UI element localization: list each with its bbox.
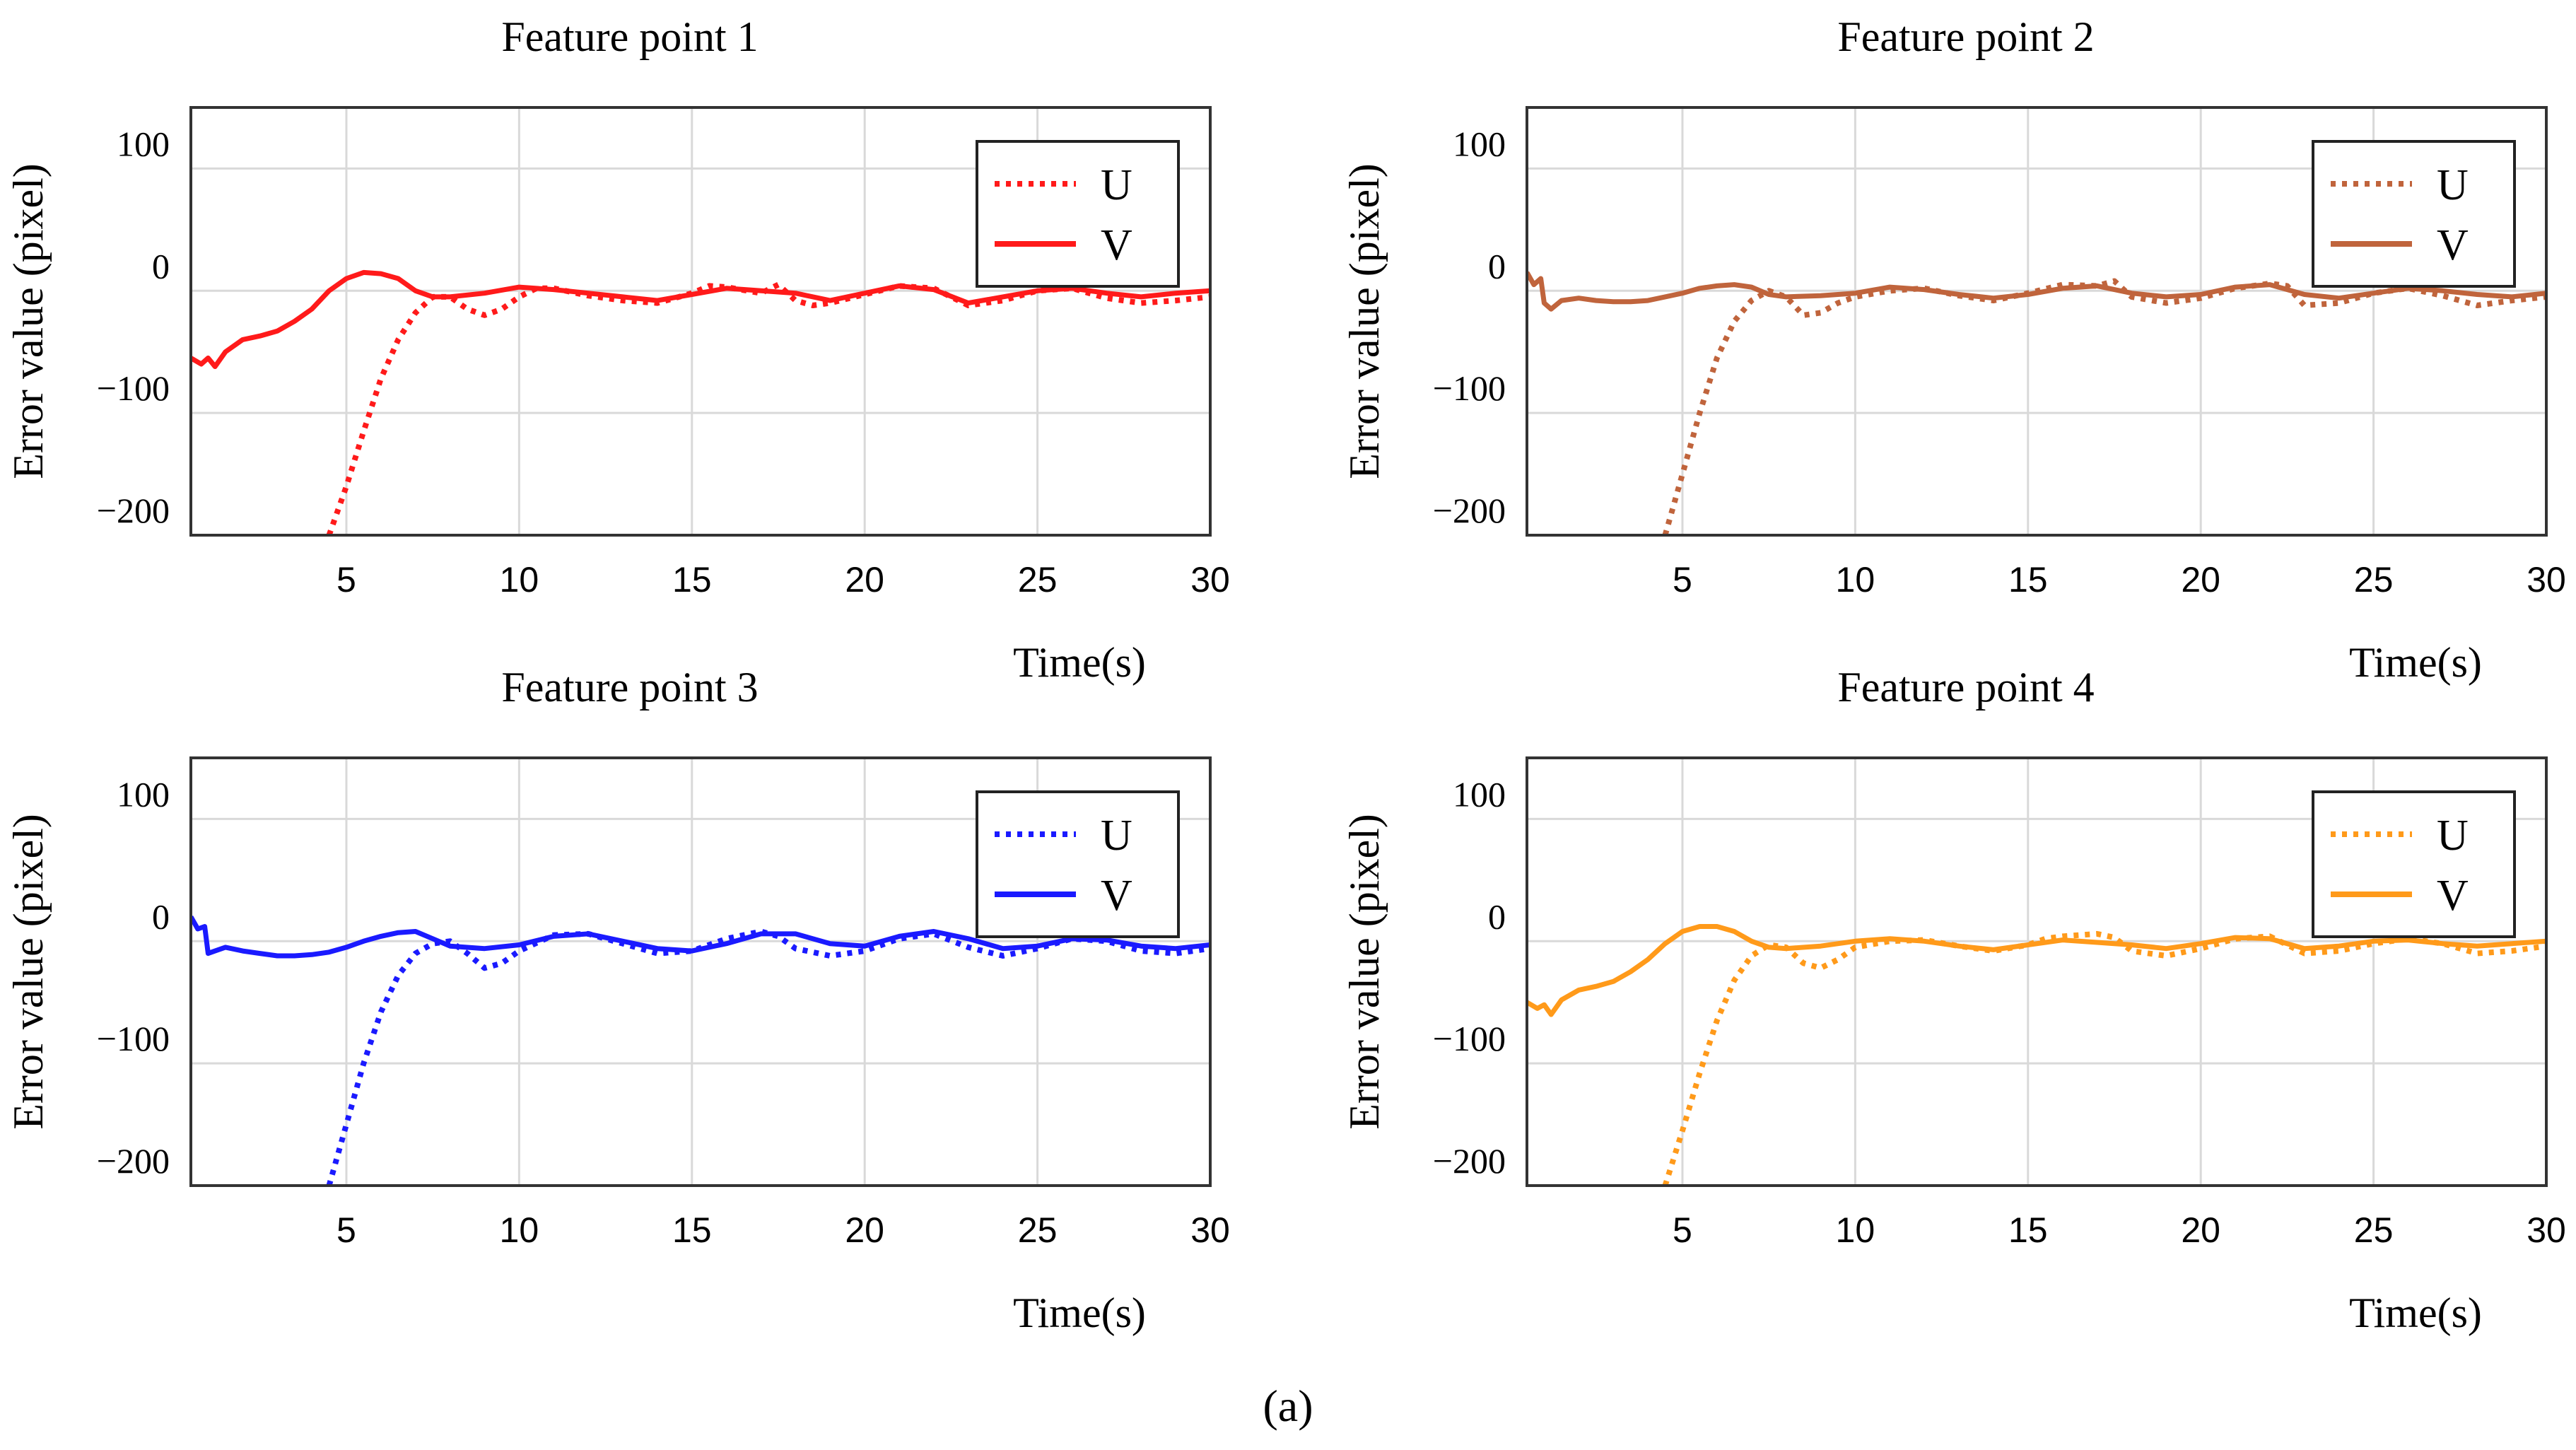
- chart-title: Feature point 4: [1837, 664, 2094, 711]
- legend-label-u: U: [1101, 812, 1132, 860]
- x-tick-label: 5: [1673, 1210, 1692, 1250]
- axes-frame: [189, 106, 1212, 537]
- series-line-v: [1527, 271, 2546, 312]
- y-axis-label: Error value (pixel): [1341, 814, 1388, 1129]
- axes-frame: [189, 756, 1212, 1187]
- x-tick-label: 30: [2527, 1210, 2566, 1250]
- y-tick-label: −100: [97, 1019, 170, 1058]
- x-tick-label: 25: [2354, 560, 2394, 600]
- y-tick-label: 0: [1488, 896, 1506, 936]
- x-tick-label: 5: [336, 1210, 356, 1250]
- axes-frame: [1526, 106, 2548, 537]
- y-tick-label: 100: [1453, 774, 1506, 814]
- x-tick-label: 15: [672, 1210, 712, 1250]
- y-axis-label: Error value (pixel): [1341, 163, 1388, 479]
- legend: UV: [2312, 790, 2516, 938]
- x-tick-label: 15: [2008, 560, 2048, 600]
- axes-frame: [1526, 756, 2548, 1187]
- x-axis-label: Time(s): [2349, 1290, 2482, 1336]
- legend-box: [976, 790, 1180, 938]
- chart-title: Feature point 1: [501, 13, 758, 60]
- y-tick-label: 0: [1488, 246, 1506, 286]
- series-line-u: [326, 928, 1210, 1186]
- y-tick-label: −200: [1433, 491, 1506, 530]
- y-tick-label: −100: [1433, 368, 1506, 408]
- y-tick-label: 100: [117, 774, 170, 814]
- x-tick-label: 30: [2527, 560, 2566, 600]
- x-axis-label: Time(s): [1013, 639, 1146, 686]
- chart-panel-3: 5 10 15 20 25 30 −200 −100 0 100 Feature point 3 Er…: [5, 664, 1230, 1336]
- x-tick-label: 25: [1018, 1210, 1058, 1250]
- series-group: [191, 915, 1210, 1186]
- series-group: [1527, 924, 2546, 1186]
- x-tick-label: 10: [1836, 560, 1875, 600]
- legend-box: [2312, 790, 2516, 938]
- chart-panel-1: 5 10 15 20 25 30 −200 −100 0 100 Feature point 1 Er…: [5, 13, 1230, 686]
- series-line-v: [191, 915, 1210, 959]
- legend-label-v: V: [2437, 872, 2469, 920]
- x-tick-label: 25: [1018, 560, 1058, 600]
- figure-label: (a): [1263, 1381, 1313, 1431]
- x-tick-label: 25: [2354, 1210, 2394, 1250]
- y-tick-label: 100: [117, 124, 170, 163]
- legend: UV: [976, 790, 1180, 938]
- x-tick-label: 20: [2181, 1210, 2220, 1250]
- x-tick-label: 20: [845, 1210, 884, 1250]
- y-axis-label: Error value (pixel): [5, 814, 52, 1129]
- x-tick-label: 15: [2008, 1210, 2048, 1250]
- x-tick-label: 30: [1190, 560, 1230, 600]
- chart-title: Feature point 2: [1837, 13, 2094, 60]
- x-tick-label: 5: [336, 560, 356, 600]
- legend-label-u: U: [1101, 161, 1132, 209]
- x-tick-label: 15: [672, 560, 712, 600]
- legend-box: [2312, 140, 2516, 288]
- x-tick-label: 5: [1673, 560, 1692, 600]
- series-line-v: [191, 269, 1210, 369]
- legend-label-v: V: [2437, 221, 2469, 269]
- x-tick-label: 20: [845, 560, 884, 600]
- x-tick-label: 10: [500, 1210, 539, 1250]
- y-tick-label: −100: [97, 368, 170, 408]
- chart-title: Feature point 3: [501, 664, 758, 711]
- legend-label-v: V: [1101, 872, 1132, 920]
- x-tick-label: 20: [2181, 560, 2220, 600]
- y-tick-label: −200: [97, 491, 170, 530]
- x-axis-label: Time(s): [1013, 1290, 1146, 1336]
- x-tick-label: 30: [1190, 1210, 1230, 1250]
- series-line-v: [1527, 924, 2546, 1017]
- x-tick-label: 10: [1836, 1210, 1875, 1250]
- series-group: [191, 269, 1210, 535]
- legend-box: [976, 140, 1180, 288]
- legend-label-u: U: [2437, 161, 2469, 209]
- legend-label-v: V: [1101, 221, 1132, 269]
- chart-panel-2: 5 10 15 20 25 30 −200 −100 0 100 Feature point 2 Er…: [1341, 13, 2566, 686]
- series-line-u: [326, 281, 1210, 535]
- y-tick-label: 0: [152, 246, 170, 286]
- chart-panel-4: 5 10 15 20 25 30 −200 −100 0 100 Feature point 4 Er…: [1341, 664, 2566, 1336]
- y-tick-label: −100: [1433, 1019, 1506, 1058]
- x-tick-label: 10: [500, 560, 539, 600]
- y-tick-label: −200: [97, 1141, 170, 1181]
- legend: UV: [976, 140, 1180, 288]
- y-tick-label: −200: [1433, 1141, 1506, 1181]
- legend-label-u: U: [2437, 812, 2469, 860]
- legend: UV: [2312, 140, 2516, 288]
- x-axis-label: Time(s): [2349, 639, 2482, 686]
- y-tick-label: 100: [1453, 124, 1506, 163]
- series-line-u: [1662, 930, 2546, 1186]
- y-tick-label: 0: [152, 896, 170, 936]
- series-group: [1527, 271, 2546, 535]
- y-axis-label: Error value (pixel): [5, 163, 52, 479]
